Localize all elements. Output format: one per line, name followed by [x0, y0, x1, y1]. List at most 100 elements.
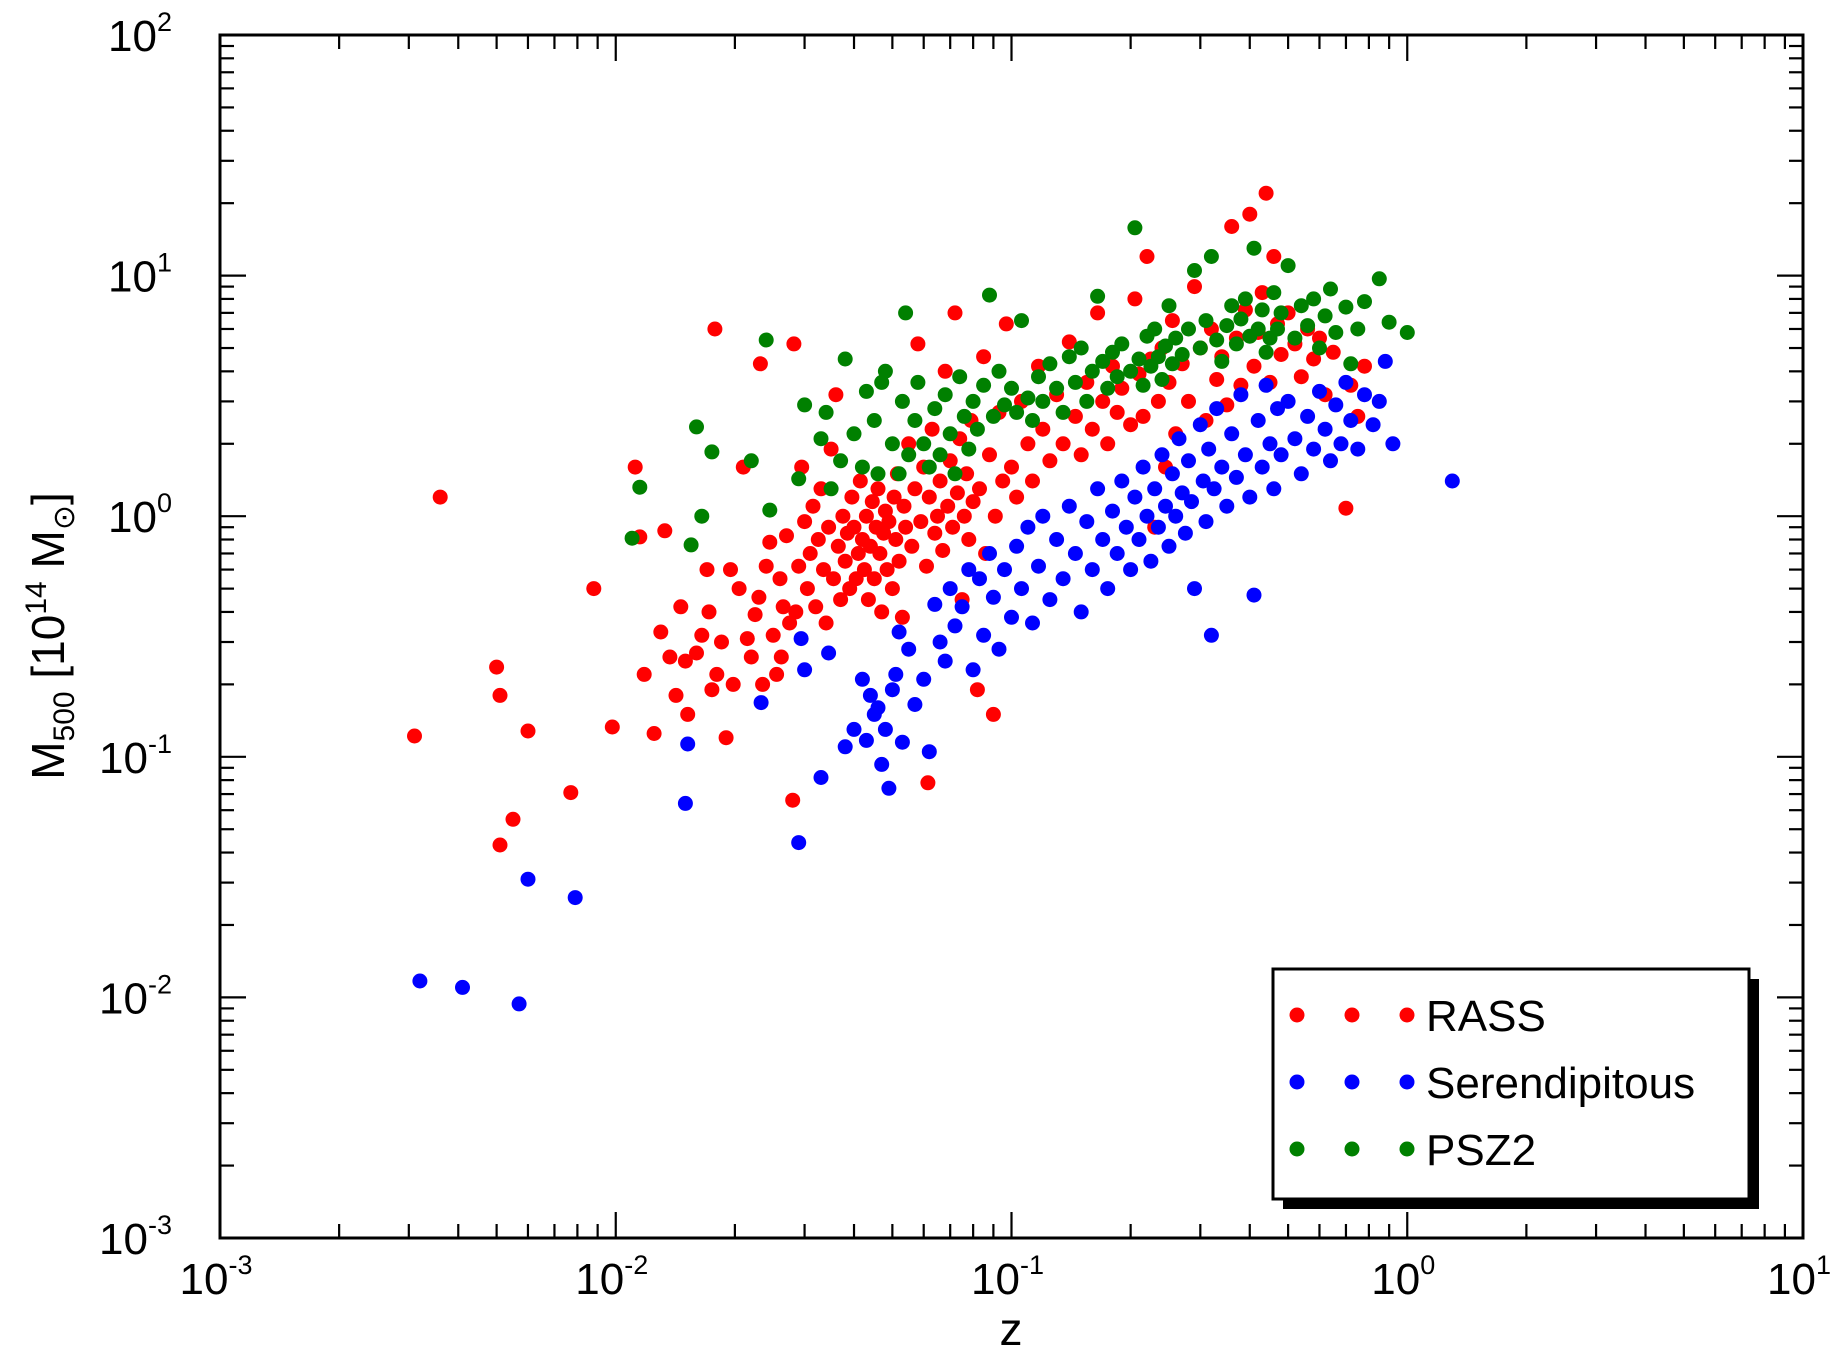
data-point [1084, 421, 1100, 437]
data-point [932, 473, 948, 489]
data-point [1009, 538, 1025, 554]
data-point [1009, 489, 1025, 505]
data-point [1209, 332, 1225, 348]
data-point [1293, 369, 1309, 385]
data-point [1250, 413, 1266, 428]
data-point [866, 413, 882, 428]
data-point [739, 631, 755, 647]
data-point [976, 377, 992, 393]
data-point [1280, 258, 1296, 274]
data-point [1014, 313, 1029, 329]
data-point [1198, 313, 1214, 329]
data-point [813, 431, 829, 447]
data-point [1187, 581, 1202, 597]
data-point [881, 514, 897, 530]
legend-marker [1289, 1007, 1305, 1023]
data-point [662, 649, 678, 665]
data-point [704, 682, 720, 698]
data-point [913, 514, 929, 530]
data-point [1049, 380, 1065, 396]
data-point [797, 662, 813, 678]
data-point [874, 604, 890, 620]
data-point [1323, 453, 1338, 469]
data-point [723, 562, 738, 578]
data-point [1306, 441, 1322, 457]
data-point [765, 627, 781, 643]
data-point [810, 532, 826, 547]
legend-items: RASS Serendipitous PSZ2 [1289, 992, 1695, 1175]
data-points [407, 185, 1460, 1012]
data-point [961, 562, 977, 578]
data-point [1055, 571, 1071, 587]
data-point [1084, 363, 1100, 379]
data-point [837, 351, 853, 367]
data-point [752, 356, 768, 372]
data-point [927, 401, 943, 417]
legend-marker [1399, 1007, 1415, 1023]
data-point [1444, 473, 1460, 489]
data-point [910, 374, 926, 390]
data-point [677, 795, 693, 811]
data-point [1203, 627, 1219, 643]
data-point [854, 671, 870, 687]
data-point [1127, 489, 1143, 505]
data-point [1312, 383, 1327, 399]
data-point [791, 558, 807, 574]
data-point [1365, 417, 1381, 433]
data-point [858, 508, 874, 524]
y-tick-mantissa: 10 [108, 493, 157, 542]
data-point [1025, 615, 1040, 631]
data-point [881, 780, 897, 796]
data-point [1237, 291, 1253, 307]
data-point [797, 514, 813, 530]
data-point [1357, 294, 1372, 310]
data-point [1009, 404, 1025, 420]
data-point [1031, 369, 1046, 385]
data-point [1273, 447, 1289, 463]
data-point [725, 676, 741, 692]
legend-marker [1399, 1074, 1415, 1090]
data-point [870, 481, 886, 497]
data-point [894, 609, 910, 625]
y-tick-label: 10-1 [99, 729, 172, 783]
data-point [1020, 519, 1036, 535]
data-point [862, 687, 878, 703]
data-point [632, 479, 648, 495]
y-tick-mantissa: 10 [99, 734, 148, 783]
legend-marker [1344, 1141, 1360, 1157]
data-point [701, 604, 717, 620]
data-point [782, 615, 798, 631]
data-point [927, 596, 943, 612]
x-tick-exponent: -3 [228, 1250, 252, 1280]
data-point [412, 973, 428, 989]
data-point [709, 666, 725, 682]
data-point [860, 592, 876, 608]
data-point [680, 706, 696, 722]
data-point [826, 571, 841, 587]
data-point [1164, 466, 1180, 482]
data-point [1055, 404, 1071, 420]
data-point [794, 459, 810, 475]
data-point [1312, 340, 1327, 356]
data-point [952, 369, 968, 385]
data-point [1004, 459, 1019, 475]
axis-ticks [218, 35, 1803, 1240]
y-tick-exponent: -3 [148, 1210, 172, 1240]
data-point [1350, 321, 1366, 337]
data-point [1123, 417, 1139, 433]
data-point [949, 485, 965, 501]
data-point [786, 336, 802, 352]
data-point [833, 592, 849, 608]
data-point [1195, 473, 1211, 489]
data-point [985, 589, 1001, 605]
data-point [677, 653, 693, 669]
data-point [668, 687, 684, 703]
data-point [1067, 408, 1083, 424]
data-point [1090, 305, 1106, 321]
data-point [1262, 436, 1278, 452]
data-point [1004, 609, 1019, 625]
data-point [947, 466, 963, 482]
data-point [904, 538, 920, 554]
data-point [1300, 318, 1316, 334]
